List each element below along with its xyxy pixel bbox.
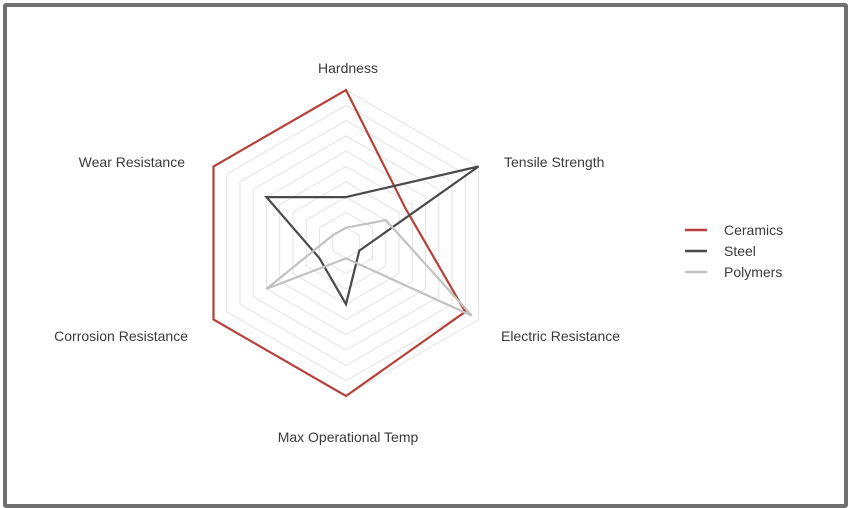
axis-label-tensile-strength: Tensile Strength [504,154,604,170]
grid-ring [226,104,466,382]
legend-label-ceramics: Ceramics [724,222,783,238]
axis-label-corrosion-resistance: Corrosion Resistance [54,328,188,344]
legend: Ceramics Steel Polymers [685,222,783,280]
axis-label-electric-resistance: Electric Resistance [501,328,620,344]
grid-ring [239,120,453,366]
axis-label-max-operational-temp: Max Operational Temp [278,429,419,445]
axis-label-wear-resistance: Wear Resistance [79,154,186,170]
grid-ring [292,181,400,305]
grid-ring [266,150,426,336]
grid-ring [305,196,387,290]
axis-labels: Hardness Tensile Strength Electric Resista… [54,60,620,445]
axis-label-hardness: Hardness [318,60,378,76]
grid-ring [279,165,413,321]
series-polymers-line [265,218,473,317]
series-steel-line [264,165,480,308]
series-ceramics-line [212,88,467,398]
grid-ring [252,135,440,351]
radar-series [212,88,480,398]
radar-grid [213,89,479,397]
legend-label-polymers: Polymers [724,264,782,280]
legend-label-steel: Steel [724,243,756,259]
grid-ring [319,211,373,275]
